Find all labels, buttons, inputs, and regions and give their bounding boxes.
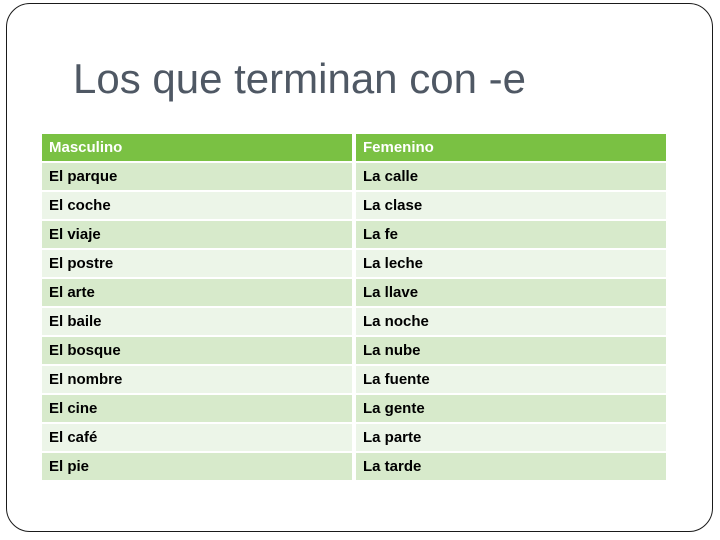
masculino-cell: El parque [42, 163, 352, 190]
masculino-cell: El coche [42, 192, 352, 219]
table-row: El cine La gente [42, 395, 666, 422]
table-row: El nombre La fuente [42, 366, 666, 393]
table-row: El café La parte [42, 424, 666, 451]
header-cell-femenino: Femenino [356, 134, 666, 161]
femenino-cell: La nube [356, 337, 666, 364]
masculino-cell: El arte [42, 279, 352, 306]
femenino-cell: La parte [356, 424, 666, 451]
femenino-cell: La llave [356, 279, 666, 306]
page-title: Los que terminan con -e [73, 55, 526, 102]
table-row: El pie La tarde [42, 453, 666, 480]
vocab-table-container: Masculino Femenino El parque La calle El… [42, 134, 666, 480]
table-row: El coche La clase [42, 192, 666, 219]
masculino-cell: El cine [42, 395, 352, 422]
header-cell-masculino: Masculino [42, 134, 352, 161]
masculino-cell: El nombre [42, 366, 352, 393]
table-row: El arte La llave [42, 279, 666, 306]
masculino-cell: El postre [42, 250, 352, 277]
table-row: El viaje La fe [42, 221, 666, 248]
table-row: El bosque La nube [42, 337, 666, 364]
femenino-cell: La leche [356, 250, 666, 277]
masculino-cell: El bosque [42, 337, 352, 364]
femenino-cell: La gente [356, 395, 666, 422]
masculino-cell: El café [42, 424, 352, 451]
table-row: El parque La calle [42, 163, 666, 190]
femenino-cell: La fe [356, 221, 666, 248]
table-row: El postre La leche [42, 250, 666, 277]
masculino-cell: El baile [42, 308, 352, 335]
femenino-cell: La noche [356, 308, 666, 335]
table-row: El baile La noche [42, 308, 666, 335]
femenino-cell: La clase [356, 192, 666, 219]
femenino-cell: La calle [356, 163, 666, 190]
femenino-cell: La fuente [356, 366, 666, 393]
masculino-cell: El pie [42, 453, 352, 480]
table-header-row: Masculino Femenino [42, 134, 666, 161]
vocab-table: Masculino Femenino El parque La calle El… [38, 132, 670, 482]
masculino-cell: El viaje [42, 221, 352, 248]
femenino-cell: La tarde [356, 453, 666, 480]
